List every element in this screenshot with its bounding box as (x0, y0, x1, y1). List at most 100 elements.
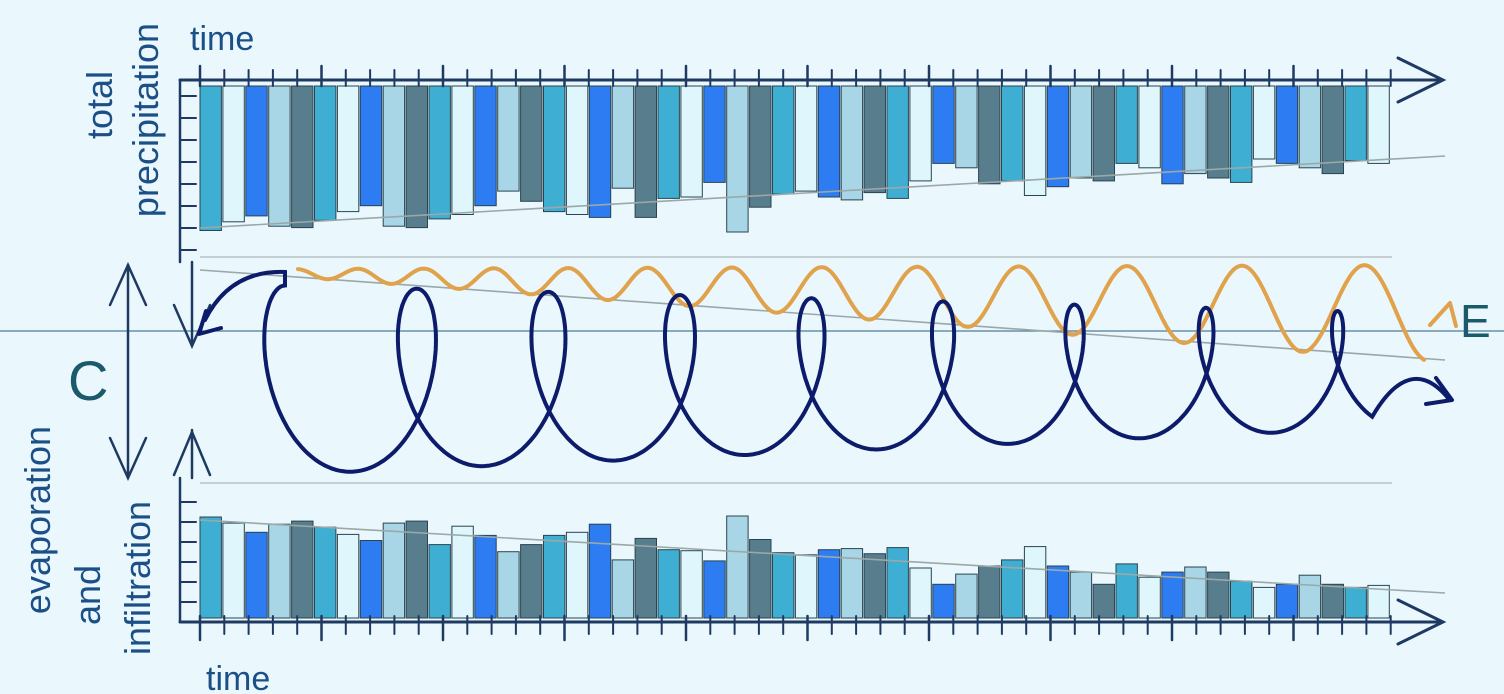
capacity-arrow-up-icon (108, 261, 148, 307)
precipitation-bar (1092, 85, 1115, 182)
evaporation-bar (1207, 571, 1230, 619)
evaporation-bar (634, 537, 657, 619)
evaporation-bar (1092, 583, 1115, 619)
evaporation-bar (428, 544, 451, 619)
precipitation-bars (199, 85, 1390, 233)
bottom-axis (178, 476, 1447, 646)
capacity-double-arrow (108, 261, 148, 482)
capacity-arrow-down-icon (108, 436, 148, 482)
top-ylabel-line1: total (79, 71, 120, 139)
top-ylabel-2: precipitation (125, 23, 166, 217)
precipitation-bar (199, 85, 222, 231)
evaporation-bar (1252, 586, 1276, 619)
evaporation-trend-line (199, 519, 1446, 594)
evaporation-bar (932, 583, 955, 619)
evaporation-bar (772, 552, 795, 619)
bottom-ylabel-3: infiltration (117, 501, 158, 655)
evaporation-bar (794, 554, 818, 619)
precipitation-bar (886, 85, 909, 199)
evaporation-bar (726, 515, 749, 619)
capacity-label: C (68, 349, 108, 412)
precipitation-bar (222, 85, 245, 223)
evaporation-bar (314, 526, 337, 619)
energy-label: E (1460, 295, 1491, 347)
precipitation-bar (565, 85, 589, 215)
precipitation-bar (978, 85, 1001, 185)
evaporation-bar (680, 550, 703, 619)
precipitation-bar (772, 85, 795, 195)
precipitation-bar (1207, 85, 1230, 179)
evaporation-bar (1184, 566, 1207, 619)
precipitation-bar (428, 85, 451, 220)
evaporation-bar (1115, 563, 1138, 619)
precipitation-bar (611, 85, 635, 189)
precipitation-bar (840, 85, 864, 201)
precipitation-bar (749, 85, 772, 208)
precipitation-bar (909, 85, 932, 182)
bottom-ylabel-2: and (67, 565, 108, 625)
bottom-y-ticks (179, 501, 197, 603)
precipitation-bar (1023, 85, 1047, 196)
evaporation-bar (291, 520, 314, 619)
up-arrow-head-icon (172, 428, 212, 477)
evaporation-bar (611, 559, 635, 619)
evaporation-bar (565, 531, 589, 619)
top-axis (178, 56, 1447, 264)
precipitation-bar (588, 85, 612, 218)
evaporation-bar (359, 540, 383, 619)
blue-spiral (203, 269, 1450, 474)
precipitation-bar (1184, 85, 1207, 175)
precipitation-bar (1367, 85, 1390, 164)
precipitation-bar (497, 85, 520, 192)
evaporation-bar (817, 549, 841, 619)
precipitation-bar (520, 85, 543, 202)
precipitation-bar (955, 85, 978, 169)
spiral-arrow-head-icon (1424, 376, 1454, 406)
precipitation-bar (1321, 85, 1344, 175)
top-ylabel-line2: precipitation (125, 23, 166, 217)
evaporation-bar (245, 531, 268, 619)
evaporation-bar (909, 567, 932, 619)
evaporation-bar (451, 525, 474, 619)
precipitation-bar (794, 85, 818, 192)
precipitation-bar (1298, 85, 1322, 169)
bottom-ylabel-line3: infiltration (117, 501, 158, 655)
evaporation-bar (749, 539, 772, 619)
top-time-label: time (190, 20, 254, 58)
evaporation-bar (1321, 583, 1344, 619)
precipitation-bar (863, 85, 886, 194)
evaporation-bar (1344, 586, 1367, 619)
spiral-start-arrow-head-icon (197, 309, 223, 336)
precipitation-bar (543, 85, 566, 213)
precipitation-bar (359, 85, 383, 207)
precipitation-bar (474, 85, 497, 207)
evaporation-bar (268, 523, 291, 619)
evaporation-bar (1046, 565, 1070, 619)
evaporation-bar (703, 560, 726, 619)
precipitation-bar (268, 85, 291, 227)
evaporation-bar (1298, 574, 1322, 619)
bottom-time-label: time (206, 660, 270, 694)
precipitation-bar (703, 85, 726, 183)
evaporation-bar (222, 522, 245, 619)
precipitation-bar (336, 85, 360, 213)
precipitation-bar (245, 85, 268, 217)
precipitation-bar (657, 85, 680, 199)
evaporation-bar (1138, 576, 1161, 619)
evaporation-bar (199, 516, 222, 619)
evaporation-bar (657, 549, 680, 619)
evaporation-bar (886, 547, 909, 619)
evaporation-bar (1069, 571, 1093, 619)
precipitation-bar (1252, 85, 1276, 160)
precipitation-bar (634, 85, 657, 218)
evaporation-bar (840, 548, 864, 619)
evaporation-bar (543, 534, 566, 619)
bottom-ylabel: evaporation (17, 426, 58, 614)
evaporation-bars (199, 515, 1390, 619)
precipitation-bar (1069, 85, 1093, 179)
top-ylabel: total (79, 71, 120, 139)
evaporation-bar (1161, 571, 1184, 619)
precipitation-bar (1344, 85, 1367, 161)
